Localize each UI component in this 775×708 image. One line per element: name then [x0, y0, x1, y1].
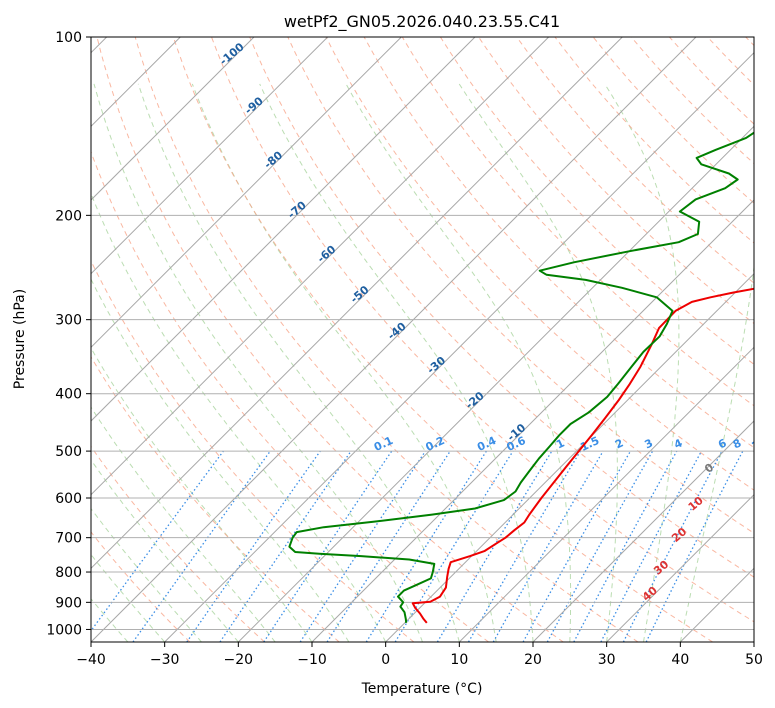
- mixing-ratio-0.2: [132, 450, 271, 642]
- temperature-line: [411, 287, 754, 624]
- dry-adiabat-60: [249, 37, 754, 578]
- isotherm-10: [458, 346, 754, 642]
- dry-adiabats: [91, 37, 754, 642]
- y-tick-label: 1000: [46, 622, 82, 638]
- x-tick-label: 0: [381, 652, 390, 668]
- x-tick-label: −30: [150, 652, 180, 668]
- isotherm-20: [532, 420, 754, 642]
- y-tick-label: 900: [55, 595, 82, 611]
- x-tick-label: 50: [745, 652, 763, 668]
- isotherm--40: [91, 37, 697, 642]
- dry-adiabat-80: [325, 37, 754, 491]
- dry-adiabat-50: [211, 37, 754, 623]
- plot-frame: [90, 36, 755, 643]
- mixing-ratio-6: [436, 450, 553, 642]
- dewpoint-line: [288, 131, 754, 623]
- x-tick-label: 20: [524, 652, 542, 668]
- mixing-ratio-8: [467, 450, 581, 642]
- isotherm-30: [606, 493, 754, 642]
- moist-adiabat--25: [91, 507, 202, 642]
- mixing-ratio-10: [492, 450, 604, 642]
- isotherm--90: [91, 37, 329, 275]
- mixing-ratio-0.4: [186, 450, 321, 642]
- mixing-ratio-2: [326, 450, 451, 642]
- mixing-ratio-13: [522, 450, 632, 642]
- x-tick-label: 10: [450, 652, 468, 668]
- moist-adiabat--30: [91, 553, 166, 642]
- mixing-ratio-3: [365, 450, 487, 642]
- mixing-ratio-0.6: [219, 450, 352, 642]
- y-tick-label: 800: [55, 565, 82, 581]
- dry-adiabat-70: [287, 37, 754, 534]
- isotherm--100: [91, 37, 255, 201]
- y-tick-label: 500: [55, 444, 82, 460]
- dry-adiabat--30: [91, 531, 191, 642]
- isotherm--30: [164, 51, 754, 642]
- isotherm--60: [91, 37, 550, 496]
- x-tick-label: −40: [76, 652, 106, 668]
- x-axis-label: Temperature (°C): [361, 681, 483, 697]
- mixing-ratio-4: [394, 450, 514, 642]
- x-tick-label: −20: [224, 652, 254, 668]
- moist-adiabat-10: [137, 83, 460, 642]
- isotherm-0: [385, 272, 754, 642]
- mixing-ratio-20: [573, 450, 678, 642]
- sounding-series: [288, 131, 754, 624]
- dry-adiabat-110: [439, 37, 754, 365]
- moist-adiabat-25: [345, 83, 572, 642]
- mixing-ratio-lines: [91, 450, 744, 642]
- dry-adiabat--10: [91, 355, 340, 642]
- isotherm--50: [91, 37, 623, 570]
- isotherm--70: [91, 37, 476, 422]
- dry-adiabat-20: [96, 37, 564, 642]
- y-tick-label: 200: [55, 208, 82, 224]
- dry-adiabat-100: [401, 37, 754, 407]
- moist-adiabat-15: [191, 83, 497, 642]
- y-axis-ticks: 100 200 300 400 500 600 700 800 900 1000: [46, 30, 91, 638]
- isotherm--80: [91, 37, 402, 349]
- moist-adiabat--5: [91, 278, 350, 642]
- mixing-ratio-label: 10: [750, 435, 770, 453]
- isotherm--10: [311, 199, 754, 642]
- x-tick-label: 40: [671, 652, 689, 668]
- moist-adiabat--10: [91, 347, 313, 642]
- moist-adiabat-5: [93, 83, 423, 642]
- moist-adiabat-40: [679, 83, 754, 642]
- y-tick-label: 600: [55, 491, 82, 507]
- moist-adiabats: [91, 83, 754, 642]
- x-tick-label: 30: [598, 652, 616, 668]
- x-tick-label: −10: [297, 652, 327, 668]
- dry-adiabat-0: [91, 259, 415, 642]
- skewed-isotherms: [91, 37, 754, 642]
- y-tick-label: 300: [55, 313, 82, 329]
- y-tick-label: 700: [55, 531, 82, 547]
- isotherm--20: [237, 125, 754, 642]
- y-axis-label: Pressure (hPa): [12, 289, 28, 389]
- y-tick-label: 400: [55, 387, 82, 403]
- x-axis-ticks: −40 −30 −20 −10 0 10 20 30 40 50: [76, 642, 763, 668]
- moist-adiabat-20: [259, 83, 534, 642]
- chart-title: wetPf2_GN05.2026.040.23.55.C41: [284, 12, 560, 32]
- moist-adiabat--35: [91, 598, 129, 642]
- mixing-ratio-0.1: [91, 450, 224, 632]
- y-tick-label: 100: [55, 30, 82, 46]
